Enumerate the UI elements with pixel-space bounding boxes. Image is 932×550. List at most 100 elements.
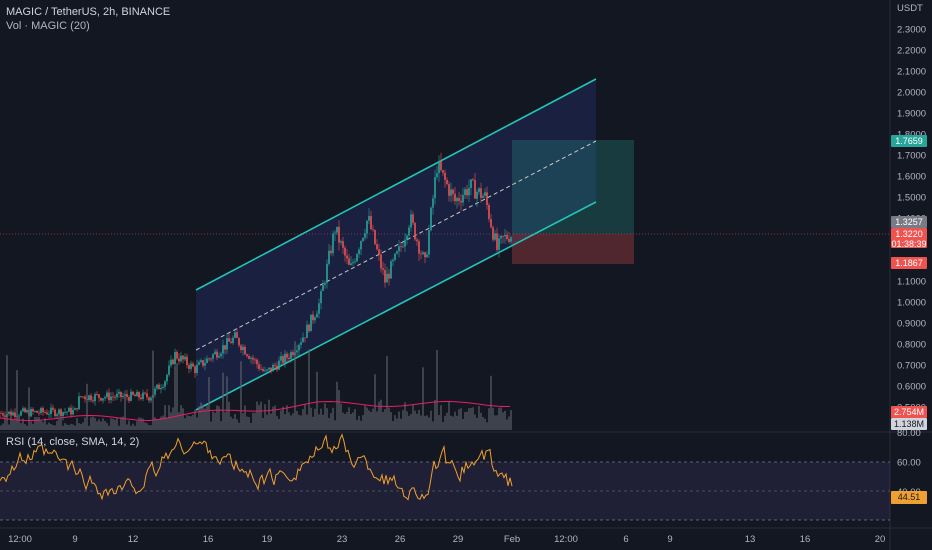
- volume-bar: [292, 413, 294, 430]
- volume-bar: [192, 414, 194, 430]
- volume-bar: [466, 411, 468, 430]
- volume-bar: [238, 422, 240, 430]
- volume-bar: [494, 415, 496, 430]
- volume-bar: [90, 417, 92, 430]
- candle-body: [298, 344, 300, 351]
- candle-body: [458, 198, 460, 201]
- candle-body: [36, 410, 38, 413]
- candle-body: [78, 396, 80, 410]
- candle-body: [0, 413, 2, 415]
- volume-bar: [144, 422, 146, 430]
- volume-bar: [496, 415, 498, 430]
- rsi-axis-tick: 60.00: [897, 458, 921, 469]
- volume-bar: [242, 413, 244, 430]
- candle-body: [98, 394, 100, 398]
- volume-bar: [174, 366, 176, 430]
- price-axis-tick: 1.5000: [897, 193, 926, 204]
- candle-body: [406, 235, 408, 240]
- volume-bar: [486, 422, 488, 430]
- candle-body: [158, 384, 160, 390]
- volume-bar: [510, 410, 512, 430]
- price-axis-tick: 2.0000: [897, 88, 926, 99]
- volume-bar: [220, 421, 222, 430]
- candle-body: [148, 397, 150, 401]
- stop-loss-zone: [512, 234, 634, 264]
- volume-bar: [484, 418, 486, 430]
- candle-body: [274, 364, 276, 366]
- volume-bar: [56, 420, 58, 430]
- candle-body: [272, 364, 274, 372]
- volume-group: [0, 341, 512, 430]
- rsi-line: [0, 433, 513, 501]
- volume-bar: [480, 412, 482, 430]
- price-axis-tick: 0.9000: [897, 319, 926, 330]
- volume-bar: [264, 404, 266, 430]
- candle-body: [270, 367, 272, 372]
- volume-bar: [92, 416, 94, 430]
- volume-bar: [508, 416, 510, 430]
- volume-bar: [452, 416, 454, 430]
- rsi-legend[interactable]: RSI (14, close, SMA, 14, 2): [6, 436, 140, 448]
- volume-bar: [154, 417, 156, 430]
- candle-body: [332, 233, 334, 254]
- time-axis-tick: 26: [395, 534, 406, 545]
- candle-body: [492, 227, 494, 240]
- volume-bar: [104, 421, 106, 430]
- candle-body: [346, 255, 348, 259]
- volume-bar: [302, 409, 304, 430]
- volume-legend[interactable]: Vol · MAGIC (20): [6, 20, 90, 32]
- volume-bar: [460, 408, 462, 430]
- candle-body: [52, 407, 54, 410]
- candle-body: [174, 351, 176, 365]
- volume-bar: [14, 421, 16, 430]
- candle-body: [496, 233, 498, 250]
- candles-group: [0, 152, 512, 422]
- candle-body: [508, 239, 510, 242]
- candle-body: [286, 353, 288, 358]
- candle-body: [24, 408, 26, 413]
- candle-body: [232, 337, 234, 344]
- volume-bar: [328, 418, 330, 430]
- candle-body: [460, 200, 462, 203]
- rsi-value-tag-bg: [891, 491, 927, 504]
- candle-body: [230, 341, 232, 344]
- candle-body: [26, 410, 28, 413]
- candle-body: [482, 195, 484, 198]
- volume-bar: [40, 420, 42, 430]
- candle-body: [240, 345, 242, 351]
- candle-body: [224, 345, 226, 350]
- volume-bar: [270, 413, 272, 430]
- candle-body: [378, 249, 380, 255]
- channel-fill: [196, 79, 596, 410]
- volume-bar: [140, 417, 142, 430]
- volume-bar: [86, 383, 88, 430]
- volume-bar: [294, 341, 296, 430]
- volume-bar: [322, 414, 324, 430]
- candle-body: [8, 411, 10, 414]
- volume-bar: [60, 417, 62, 430]
- volume-bar: [212, 411, 214, 430]
- volume-bar: [108, 425, 110, 430]
- candle-body: [102, 398, 104, 401]
- candle-body: [334, 232, 336, 234]
- volume-bar: [360, 420, 362, 430]
- price-axis-tick: 2.3000: [897, 25, 926, 36]
- time-axis-tick: 9: [72, 534, 77, 545]
- volume-bar: [80, 423, 82, 430]
- price-axis-tick: 1.0000: [897, 298, 926, 309]
- candle-body: [452, 189, 454, 194]
- candle-body: [68, 407, 70, 412]
- volume-bar: [18, 416, 20, 430]
- volume-bar: [74, 425, 76, 430]
- candle-body: [262, 369, 264, 372]
- symbol-legend[interactable]: MAGIC / TetherUS, 2h, BINANCE: [6, 6, 171, 18]
- candle-body: [10, 411, 12, 416]
- volume-bar: [330, 413, 332, 430]
- volume-bar: [318, 414, 320, 430]
- volume-bar: [436, 349, 438, 430]
- volume-bar: [346, 412, 348, 430]
- volume-bar: [200, 402, 202, 430]
- volume-bar: [42, 422, 44, 430]
